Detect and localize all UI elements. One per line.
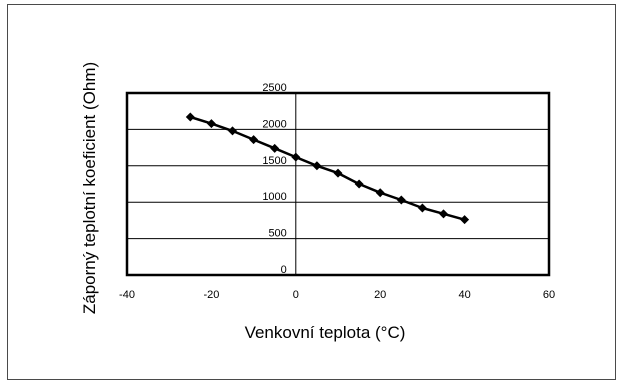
data-point-0-8 <box>354 179 364 189</box>
data-point-0-5 <box>291 152 301 162</box>
data-point-0-12 <box>439 209 448 219</box>
x-tick-label-1: -20 <box>203 289 219 301</box>
data-point-0-10 <box>396 195 406 205</box>
plot-area <box>125 91 551 277</box>
y-tick-label-0: 0 <box>281 264 287 276</box>
y-tick-label-4: 2000 <box>262 118 286 130</box>
data-point-0-0 <box>185 112 195 122</box>
series-layer <box>185 112 470 225</box>
data-point-0-13 <box>460 215 470 225</box>
gridlines <box>127 128 549 240</box>
x-tick-label-5: 60 <box>543 289 555 301</box>
series-line-0 <box>189 115 465 221</box>
y-tick-labels: 0 500 1000 1500 2000 2500 <box>262 82 286 276</box>
y-tick-label-5: 2500 <box>262 82 286 94</box>
x-tick-label-2: 0 <box>293 289 299 301</box>
data-point-0-1 <box>206 119 216 129</box>
x-tick-labels: -40 -20 0 20 40 60 <box>119 289 555 301</box>
data-point-0-6 <box>312 161 322 171</box>
data-point-0-7 <box>333 168 343 178</box>
x-axis-title: Venkovní teplota (°C) <box>245 323 406 342</box>
data-point-0-3 <box>249 135 259 145</box>
data-point-0-9 <box>375 188 385 198</box>
data-point-0-11 <box>417 203 427 213</box>
y-tick-label-3: 1500 <box>262 155 286 167</box>
x-tick-label-0: -40 <box>119 289 135 301</box>
plot-background <box>127 93 549 275</box>
y-axis-title: Záporný teplotní koeficient (Ohm) <box>80 62 99 314</box>
y-tick-label-1: 500 <box>268 228 286 240</box>
y-tick-label-2: 1000 <box>262 191 286 203</box>
data-point-0-2 <box>228 126 237 136</box>
x-tick-label-4: 40 <box>458 289 470 301</box>
plot-border <box>125 91 551 277</box>
x-tick-label-3: 20 <box>374 289 386 301</box>
data-point-0-4 <box>270 143 280 153</box>
